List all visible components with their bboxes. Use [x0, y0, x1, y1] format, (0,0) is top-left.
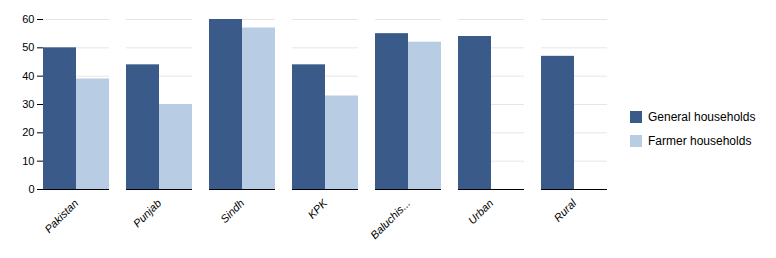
svg-text:60: 60 — [22, 13, 34, 25]
svg-text:40: 40 — [22, 70, 34, 82]
svg-text:Pakistan: Pakistan — [42, 197, 80, 235]
svg-text:Rural: Rural — [551, 196, 578, 223]
svg-text:20: 20 — [22, 126, 34, 138]
svg-text:Punjab: Punjab — [131, 197, 164, 230]
svg-text:0: 0 — [28, 183, 34, 195]
svg-text:KPK: KPK — [305, 196, 330, 221]
svg-text:10: 10 — [22, 155, 34, 167]
svg-text:50: 50 — [22, 41, 34, 53]
svg-text:Baluchis...: Baluchis... — [368, 197, 412, 241]
svg-text:Urban: Urban — [466, 197, 496, 227]
html-text:General households: General households — [648, 110, 756, 124]
svg-text:30: 30 — [22, 98, 34, 110]
svg-text:Sindh: Sindh — [218, 197, 246, 225]
html-text:Farmer households: Farmer households — [648, 134, 752, 148]
